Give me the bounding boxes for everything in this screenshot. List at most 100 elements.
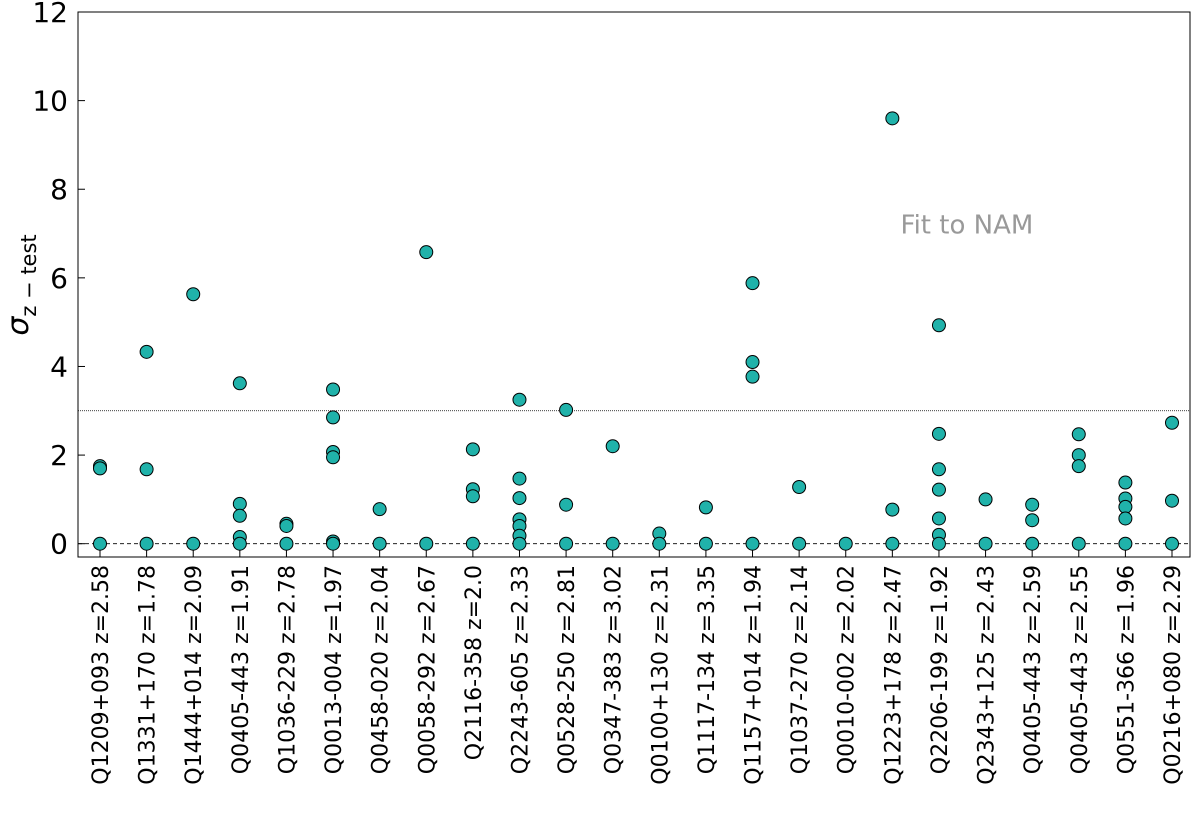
x-tick-label: Q0013-004 z=1.97 — [322, 565, 347, 774]
x-tick-label: Q0100+130 z=2.31 — [648, 565, 673, 785]
data-point — [652, 536, 667, 551]
data-point — [931, 482, 946, 497]
data-point — [931, 426, 946, 441]
data-point — [232, 496, 247, 511]
y-label-symbol: σ — [1, 316, 36, 336]
data-point — [232, 536, 247, 551]
x-tick-label: Q1223+178 z=2.47 — [881, 565, 906, 785]
data-point — [326, 382, 341, 397]
x-tick-label: Q0405-443 z=2.59 — [1021, 565, 1046, 774]
data-point — [139, 462, 154, 477]
y-tick-label: 6 — [50, 262, 68, 295]
data-point — [1165, 415, 1179, 430]
x-tick-label: Q2343+125 z=2.43 — [975, 565, 1000, 785]
data-point — [465, 489, 480, 504]
data-point — [978, 536, 993, 551]
x-tick-label: Q0405-443 z=2.55 — [1068, 565, 1093, 774]
y-tick-label: 10 — [32, 85, 68, 118]
x-tick-label: Q0058-292 z=2.67 — [415, 565, 440, 774]
data-point — [1118, 475, 1133, 490]
data-point — [931, 462, 946, 477]
x-tick-label: Q0551-366 z=1.96 — [1114, 565, 1139, 774]
data-point — [931, 536, 946, 551]
x-tick-label: Q1117-134 z=3.35 — [695, 565, 720, 774]
x-tick-label: Q0528-250 z=2.81 — [555, 565, 580, 774]
data-point — [186, 287, 201, 302]
data-point — [978, 492, 993, 507]
data-point — [931, 511, 946, 526]
x-tick-label: Q1331+170 z=1.78 — [136, 565, 161, 785]
data-point — [1071, 536, 1086, 551]
x-tick-label: Q2206-199 z=1.92 — [928, 565, 953, 774]
data-point — [186, 536, 201, 551]
data-point — [1118, 511, 1133, 526]
data-point — [326, 410, 341, 425]
data-point — [419, 536, 434, 551]
x-tick-label: Q0405-443 z=1.91 — [229, 565, 254, 774]
data-point — [372, 536, 387, 551]
data-point — [559, 497, 574, 512]
x-tick-label: Q1209+093 z=2.58 — [89, 565, 114, 785]
data-point — [326, 536, 341, 551]
x-tick-label: Q1037-270 z=2.14 — [788, 565, 813, 774]
y-tick-label: 12 — [32, 0, 68, 29]
x-tick-label: Q0458-020 z=2.04 — [369, 565, 394, 774]
data-point — [93, 536, 107, 551]
data-point — [326, 450, 341, 465]
data-point — [512, 392, 527, 407]
data-point — [605, 439, 620, 454]
annotation: Fit to NAM — [901, 211, 1034, 241]
data-point — [885, 536, 900, 551]
data-point — [1025, 497, 1040, 512]
x-tick-label: Q1444+014 z=2.09 — [182, 565, 207, 785]
data-point — [512, 491, 527, 506]
data-point — [745, 355, 760, 370]
y-tick-label: 4 — [50, 350, 68, 383]
y-tick-label: 0 — [50, 528, 68, 561]
x-tick-label: Q0216+080 z=2.29 — [1161, 565, 1186, 785]
data-point — [1071, 427, 1086, 442]
plot-frame — [77, 11, 1191, 558]
data-point — [372, 502, 387, 517]
x-tick-label: Q1036-229 z=2.78 — [275, 565, 300, 774]
data-point — [512, 471, 527, 486]
data-point — [279, 536, 294, 551]
data-point — [1025, 536, 1040, 551]
data-point — [139, 344, 154, 359]
data-point — [885, 111, 900, 126]
data-point — [1071, 459, 1086, 474]
data-point — [605, 536, 620, 551]
data-point — [792, 479, 807, 494]
data-point — [279, 518, 294, 533]
data-point — [512, 536, 527, 551]
data-point — [745, 276, 760, 291]
data-point — [1025, 513, 1040, 528]
data-point — [792, 536, 807, 551]
x-tick-label: Q1157+014 z=1.94 — [742, 565, 767, 785]
x-tick-label: Q0347-383 z=3.02 — [602, 565, 627, 774]
data-point — [885, 502, 900, 517]
data-point — [139, 536, 154, 551]
data-point — [232, 376, 247, 391]
y-axis-label: σz − test — [1, 234, 41, 335]
data-point — [93, 461, 107, 476]
data-point — [1165, 536, 1179, 551]
x-tick-label: Q2116-358 z=2.0 — [462, 565, 487, 760]
data-point — [559, 402, 574, 417]
data-point — [419, 245, 434, 260]
y-tick-label: 2 — [50, 439, 68, 472]
data-point — [1165, 493, 1179, 508]
y-tick-label: 8 — [50, 173, 68, 206]
data-point — [465, 442, 480, 457]
data-point — [698, 536, 713, 551]
data-point — [698, 500, 713, 515]
data-point — [232, 508, 247, 523]
y-label-subscript: z − test — [17, 234, 41, 316]
x-tick-label: Q2243-605 z=2.33 — [508, 565, 533, 774]
x-tick-label: Q0010-002 z=2.02 — [835, 565, 860, 774]
data-point — [559, 536, 574, 551]
data-point — [838, 536, 853, 551]
data-point — [745, 536, 760, 551]
data-point — [465, 536, 480, 551]
